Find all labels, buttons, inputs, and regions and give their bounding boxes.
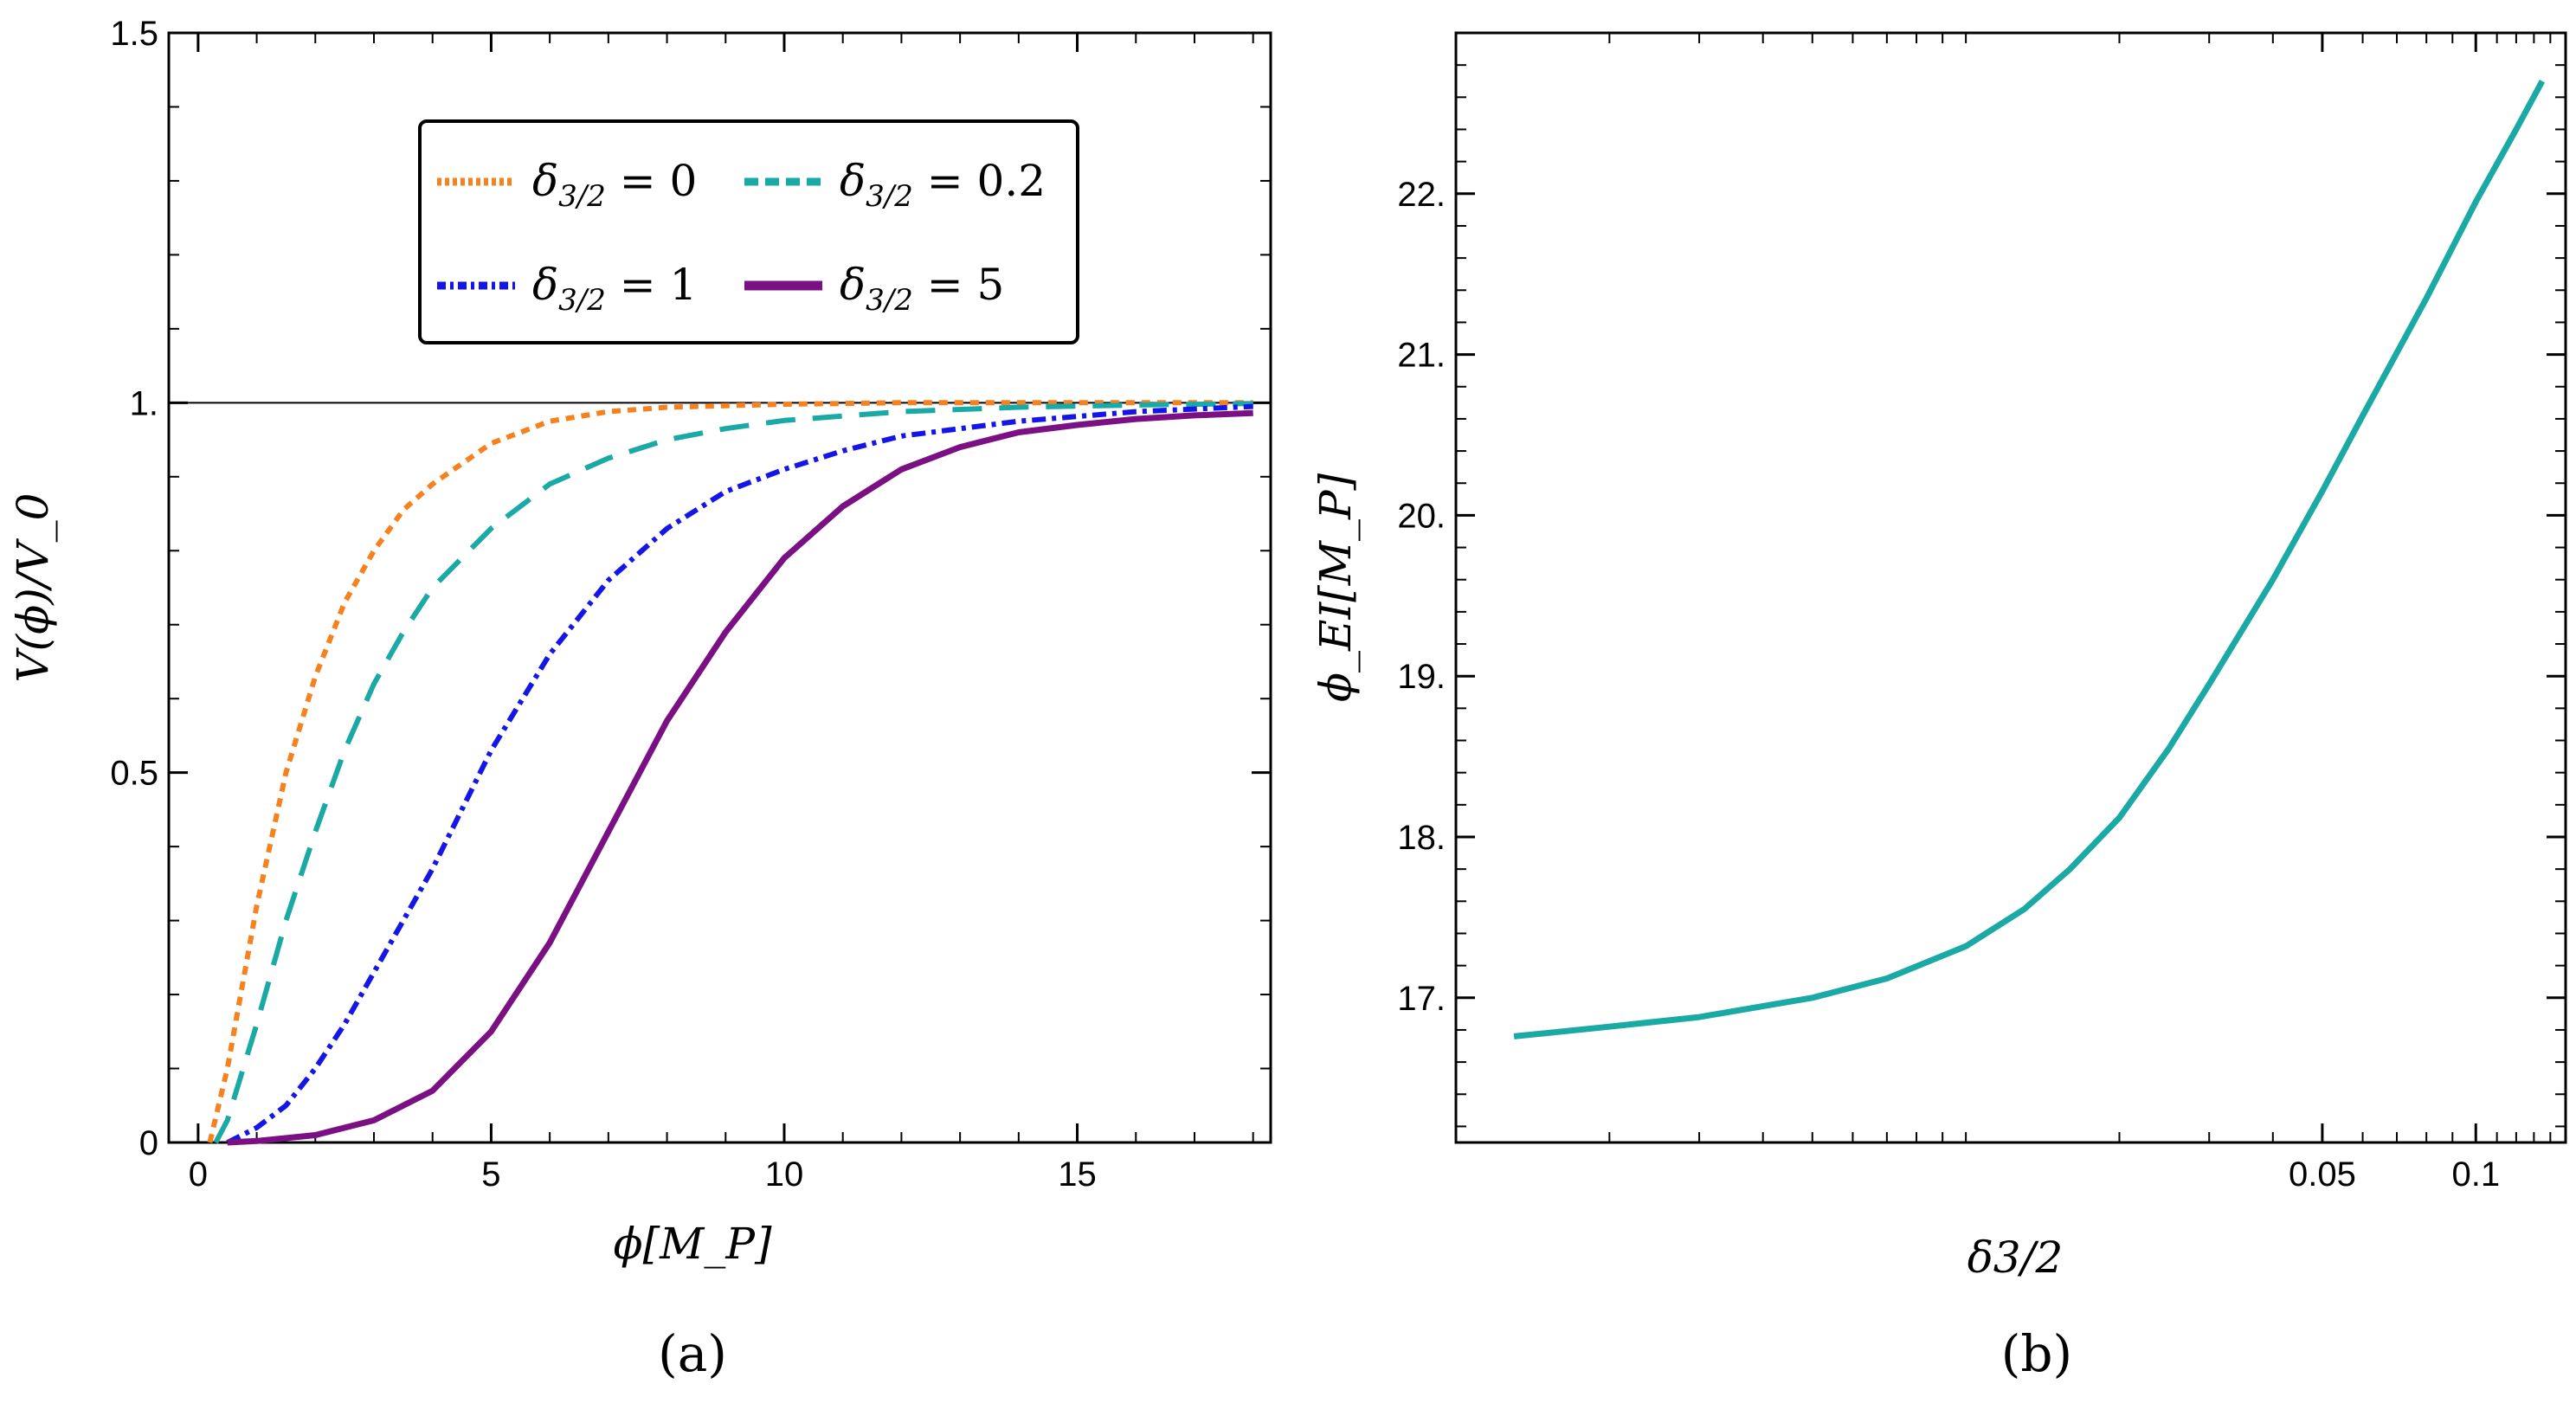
axis-ticks-b xyxy=(1456,33,2566,1142)
y-tick-label-a: 0.5 xyxy=(110,755,158,793)
y-axis-label-a: V(ϕ)/V_0 xyxy=(8,493,58,683)
series-line-a-3 xyxy=(227,409,1253,1146)
x-axis-label-a: ϕ[M_P] xyxy=(614,1219,772,1269)
x-tick-label-a: 10 xyxy=(765,1155,804,1194)
y-tick-label-b: 18. xyxy=(1397,819,1446,857)
y-tick-label-b: 20. xyxy=(1397,497,1446,535)
legend-label: δ3/2 = 5 xyxy=(840,260,1004,318)
y-tick-label-b: 17. xyxy=(1397,980,1446,1018)
tick-labels-a: 0 5 10 15 0 0.5 1. 1.5 xyxy=(110,15,1096,1194)
series-line-a-2 xyxy=(226,403,1253,1145)
y-tick-label-b: 22. xyxy=(1397,176,1446,214)
y-tick-label-b: 21. xyxy=(1397,337,1446,375)
series-group-b xyxy=(1513,80,2546,1039)
x-tick-label-a: 5 xyxy=(481,1155,500,1194)
legend-label: δ3/2 = 0.2 xyxy=(840,156,1046,214)
y-tick-label-b: 19. xyxy=(1397,658,1446,696)
plot-frame-a xyxy=(167,31,1272,1144)
series-line-a-1 xyxy=(213,401,1253,1144)
series-group-a xyxy=(207,400,1253,1146)
legend-label: δ3/2 = 1 xyxy=(532,260,697,318)
tick-labels-b: 0.05 0.1 17. 18. 19. 20. 21. 22. xyxy=(1397,176,2500,1194)
legend-box xyxy=(418,119,1079,344)
y-tick-label-a: 1. xyxy=(130,384,158,422)
legend-label: δ3/2 = 0 xyxy=(532,156,697,214)
panel-label-a: (a) xyxy=(658,1324,727,1383)
x-axis-label-b: δ3/2 xyxy=(1967,1232,2064,1283)
series-line-b-0 xyxy=(1513,80,2546,1039)
y-tick-label-a: 1.5 xyxy=(110,15,158,53)
x-tick-label-b: 0.1 xyxy=(2451,1155,2500,1194)
x-tick-label-a: 0 xyxy=(189,1155,208,1194)
series-line-a-0 xyxy=(207,400,1253,1143)
panel-label-b: (b) xyxy=(2001,1324,2072,1383)
x-tick-label-b: 0.05 xyxy=(2289,1155,2356,1194)
plot-frame-b xyxy=(1454,31,2567,1144)
y-axis-label-b: ϕ_EI[M_P] xyxy=(1311,473,1361,702)
x-axis-label-a-text: ϕ[M_P] xyxy=(614,1219,772,1269)
legend-a: δ3/2 = 0 δ3/2 = 0.2 δ3/2 = 1 δ3/2 = 5 xyxy=(418,119,1079,344)
y-tick-label-a: 0 xyxy=(139,1124,158,1162)
chart-panel-b: 0.05 0.1 17. 18. 19. 20. 21. 22. δ3/2 ϕ_EI[M_P]… xyxy=(1311,31,2567,1383)
x-tick-label-a: 15 xyxy=(1058,1155,1097,1194)
